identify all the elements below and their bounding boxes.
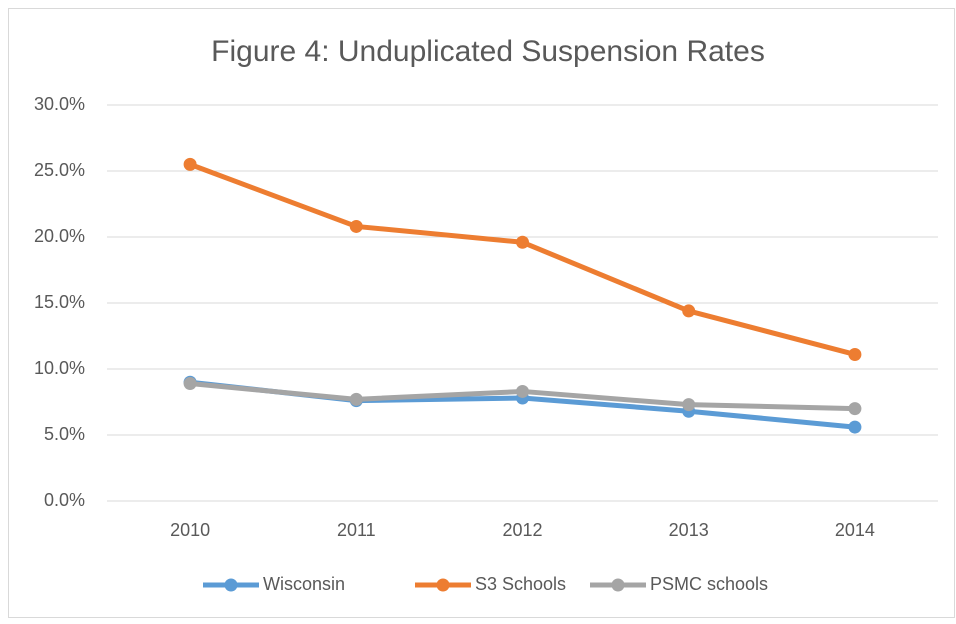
data-point (848, 420, 862, 434)
data-point (183, 157, 197, 171)
data-point (682, 304, 696, 318)
data-point (183, 377, 197, 391)
data-point (682, 398, 696, 412)
data-point (848, 402, 862, 416)
legend-marker (611, 578, 625, 592)
data-point (516, 235, 529, 249)
x-tick-label: 2014 (835, 520, 875, 540)
y-tick-label: 10.0% (34, 358, 85, 378)
x-tick-label: 2013 (669, 520, 709, 540)
legend-label: Wisconsin (263, 574, 345, 594)
x-tick-label: 2011 (337, 520, 376, 540)
data-point (349, 219, 363, 233)
chart-title: Figure 4: Unduplicated Suspension Rates (211, 35, 765, 68)
legend-marker (224, 578, 238, 592)
y-tick-label: 15.0% (34, 292, 85, 312)
data-point (349, 392, 363, 406)
y-tick-label: 30.0% (34, 94, 85, 114)
y-tick-label: 5.0% (44, 424, 85, 444)
y-tick-label: 0.0% (44, 490, 85, 510)
x-tick-label: 2012 (502, 520, 542, 540)
legend-marker (436, 578, 450, 592)
chart-frame (8, 8, 955, 618)
data-point (516, 384, 529, 398)
legend-label: S3 Schools (475, 574, 566, 594)
y-tick-label: 25.0% (34, 160, 85, 180)
legend-label: PSMC schools (650, 574, 768, 594)
data-point (848, 347, 862, 361)
x-tick-label: 2010 (170, 520, 210, 540)
y-tick-label: 20.0% (34, 226, 85, 246)
